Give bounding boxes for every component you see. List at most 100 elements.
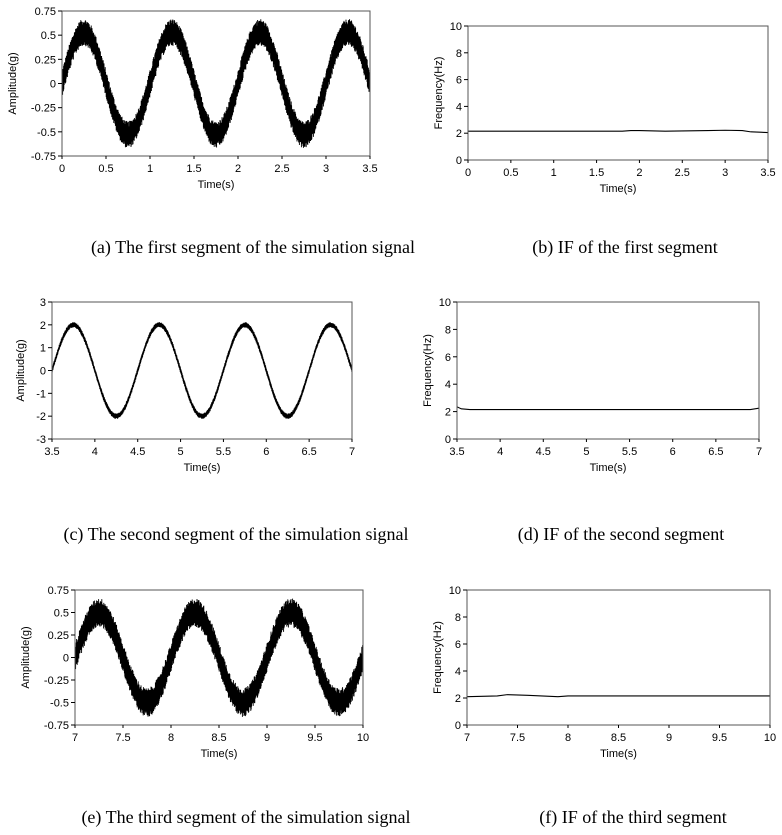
y-tick-label: -0.75 bbox=[44, 720, 69, 732]
series-line bbox=[467, 694, 770, 698]
y-tick-label: -1 bbox=[36, 388, 46, 400]
x-tick-label: 9.5 bbox=[712, 732, 727, 744]
panel-caption: (b) IF of the first segment bbox=[532, 237, 717, 258]
series-line bbox=[75, 598, 363, 717]
y-tick-label: 0.75 bbox=[48, 585, 69, 597]
x-tick-label: 5 bbox=[178, 446, 184, 458]
x-tick-label: 1.5 bbox=[589, 167, 604, 179]
y-tick-label: 8 bbox=[455, 612, 461, 624]
y-tick-label: 4 bbox=[445, 379, 451, 391]
x-tick-label: 3.5 bbox=[449, 446, 464, 458]
x-tick-label: 3 bbox=[323, 163, 329, 175]
y-tick-label: 2 bbox=[445, 407, 451, 419]
x-axis-label: Time(s) bbox=[184, 462, 221, 474]
x-tick-label: 0 bbox=[465, 167, 471, 179]
x-axis-label: Time(s) bbox=[600, 748, 637, 760]
chart-panel-e: 7 7.5 8 8.5 9 9.5 10 0.75 0.5 0.25 0 -0.25 -0.5 -0.75… bbox=[20, 585, 411, 828]
y-tick-label: -0.75 bbox=[31, 151, 56, 163]
y-tick-label: 4 bbox=[455, 666, 461, 678]
x-tick-label: 6 bbox=[670, 446, 676, 458]
chart-panel-d: 3.5 4 4.5 5 5.5 6 6.5 7 10 8 6 4 2 0 Time(s) Frequency(… bbox=[422, 297, 762, 545]
plot-frame bbox=[456, 301, 760, 440]
x-axis-label: Time(s) bbox=[590, 462, 627, 474]
y-tick-label: 10 bbox=[450, 21, 462, 33]
plot-frame bbox=[466, 589, 771, 726]
x-tick-label: 7 bbox=[349, 446, 355, 458]
x-tick-label: 4 bbox=[497, 446, 503, 458]
y-axis-label: Amplitude(g) bbox=[7, 52, 19, 114]
x-tick-label: 2.5 bbox=[274, 163, 289, 175]
x-tick-label: 7 bbox=[756, 446, 762, 458]
x-tick-label: 8.5 bbox=[611, 732, 626, 744]
y-tick-label: -0.25 bbox=[44, 675, 69, 687]
x-tick-label: 2.5 bbox=[675, 167, 690, 179]
x-tick-label: 3.5 bbox=[760, 167, 775, 179]
x-tick-label: 9.5 bbox=[307, 732, 322, 744]
y-tick-label: 2 bbox=[40, 320, 46, 332]
x-tick-label: 3.5 bbox=[44, 446, 59, 458]
x-tick-label: 1 bbox=[147, 163, 153, 175]
x-tick-label: 4.5 bbox=[536, 446, 551, 458]
chart-panel-a: 0 0.5 1 1.5 2 2.5 3 3.5 0.75 0.5 0.25 0 -0.25 -0.5 -0.… bbox=[7, 6, 415, 258]
panel-caption: (d) IF of the second segment bbox=[518, 524, 724, 545]
y-tick-label: 0.75 bbox=[35, 6, 56, 18]
chart-panel-b: 0 0.5 1 1.5 2 2.5 3 3.5 10 8 6 4 2 0 Time(s) Frequency(… bbox=[433, 21, 776, 258]
x-tick-label: 7 bbox=[464, 732, 470, 744]
y-tick-label: 0 bbox=[50, 79, 56, 91]
y-tick-label: 3 bbox=[40, 297, 46, 309]
y-axis-label: Amplitude(g) bbox=[15, 339, 27, 401]
x-tick-label: 7.5 bbox=[115, 732, 130, 744]
y-tick-label: 2 bbox=[456, 128, 462, 140]
y-tick-label: -0.25 bbox=[31, 103, 56, 115]
y-tick-label: -3 bbox=[36, 434, 46, 446]
y-tick-label: -0.5 bbox=[37, 127, 56, 139]
x-tick-label: 8 bbox=[168, 732, 174, 744]
x-tick-label: 2 bbox=[636, 167, 642, 179]
chart-panel-f: 7 7.5 8 8.5 9 9.5 10 10 8 6 4 2 0 Time(s) Frequency(Hz… bbox=[432, 585, 776, 828]
series-line bbox=[62, 19, 370, 148]
y-tick-label: 6 bbox=[445, 352, 451, 364]
x-tick-label: 9 bbox=[666, 732, 672, 744]
x-tick-label: 4 bbox=[92, 446, 98, 458]
x-tick-label: 7 bbox=[72, 732, 78, 744]
y-tick-label: 6 bbox=[456, 75, 462, 87]
x-tick-label: 6 bbox=[263, 446, 269, 458]
y-tick-label: 10 bbox=[449, 585, 461, 597]
series-line bbox=[52, 322, 352, 419]
plot-frame bbox=[467, 25, 769, 161]
x-tick-label: 1.5 bbox=[186, 163, 201, 175]
y-axis-label: Frequency(Hz) bbox=[432, 621, 444, 694]
y-tick-label: 0.25 bbox=[35, 54, 56, 66]
y-tick-label: 0 bbox=[445, 434, 451, 446]
x-tick-label: 4.5 bbox=[130, 446, 145, 458]
x-tick-label: 2 bbox=[235, 163, 241, 175]
y-tick-label: 0 bbox=[40, 366, 46, 378]
x-axis-label: Time(s) bbox=[600, 183, 637, 195]
x-tick-label: 8 bbox=[565, 732, 571, 744]
x-tick-label: 1 bbox=[551, 167, 557, 179]
x-tick-label: 10 bbox=[764, 732, 776, 744]
panel-caption: (c) The second segment of the simulation… bbox=[63, 524, 408, 545]
panel-caption: (e) The third segment of the simulation … bbox=[81, 807, 410, 828]
series-line bbox=[457, 406, 759, 411]
x-tick-label: 10 bbox=[357, 732, 369, 744]
x-tick-label: 6.5 bbox=[301, 446, 316, 458]
x-tick-label: 3 bbox=[722, 167, 728, 179]
y-tick-label: 2 bbox=[455, 693, 461, 705]
y-axis-label: Frequency(Hz) bbox=[422, 334, 434, 407]
y-tick-label: 8 bbox=[456, 48, 462, 60]
y-tick-label: 10 bbox=[439, 297, 451, 309]
y-tick-label: 0.25 bbox=[48, 630, 69, 642]
y-tick-label: 0 bbox=[63, 653, 69, 665]
x-axis-label: Time(s) bbox=[198, 179, 235, 191]
y-tick-label: 8 bbox=[445, 324, 451, 336]
y-tick-label: 6 bbox=[455, 639, 461, 651]
x-tick-label: 3.5 bbox=[362, 163, 377, 175]
x-tick-label: 0.5 bbox=[98, 163, 113, 175]
y-tick-label: 1 bbox=[40, 343, 46, 355]
x-tick-label: 6.5 bbox=[708, 446, 723, 458]
x-tick-label: 0.5 bbox=[503, 167, 518, 179]
y-tick-label: -0.5 bbox=[50, 698, 69, 710]
x-tick-label: 5 bbox=[583, 446, 589, 458]
